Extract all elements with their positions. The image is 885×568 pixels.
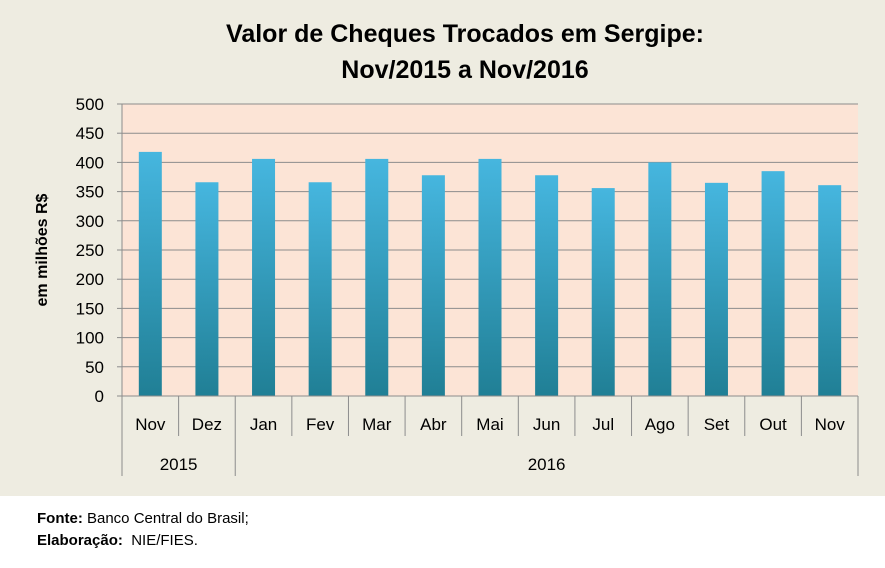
x-category-label: Jun [533, 415, 560, 434]
bar [252, 158, 276, 396]
bar [195, 182, 219, 396]
y-tick-label: 500 [76, 95, 104, 114]
source-text: Banco Central do Brasil; [82, 510, 249, 527]
x-category-label: Dez [192, 415, 222, 434]
chart-footer: Fonte: Banco Central do Brasil; Elaboraç… [37, 508, 249, 552]
bar [365, 158, 389, 396]
credit-text: NIE/FIES. [122, 532, 198, 549]
y-axis-label: em milhões R$ [34, 193, 51, 306]
credit-label: Elaboração: [37, 532, 123, 549]
source-label: Fonte: [37, 510, 83, 527]
x-year-label: 2015 [160, 455, 198, 474]
x-category-label: Out [759, 415, 787, 434]
y-tick-label: 100 [76, 329, 104, 348]
x-category-label: Mar [362, 415, 392, 434]
bar [648, 162, 672, 396]
x-category-label: Jan [250, 415, 277, 434]
bar-chart: Valor de Cheques Trocados em Sergipe: No… [34, 20, 859, 476]
credit-line: Elaboração: NIE/FIES. [37, 530, 249, 552]
bars [138, 151, 842, 396]
bar [138, 151, 162, 396]
x-category-label: Nov [815, 415, 846, 434]
bar [421, 175, 445, 396]
y-tick-label: 50 [85, 358, 104, 377]
x-category-label: Nov [135, 415, 166, 434]
bar [761, 171, 785, 396]
bar [535, 175, 559, 396]
bar [704, 182, 728, 396]
axes: 0 50 100 150 200 250 300 350 400 450 500 Nov Dez Jan F… [76, 95, 859, 476]
x-category-label: Jul [592, 415, 614, 434]
chart-frame: Valor de Cheques Trocados em Sergipe: No… [0, 0, 885, 496]
source-line: Fonte: Banco Central do Brasil; [37, 508, 249, 530]
x-category-label: Fev [306, 415, 335, 434]
y-tick-label: 350 [76, 183, 104, 202]
y-tick-label: 0 [95, 387, 104, 406]
x-category-label: Abr [420, 415, 447, 434]
y-tick-label: 200 [76, 270, 104, 289]
y-tick-label: 150 [76, 299, 104, 318]
y-tick-label: 400 [76, 153, 104, 172]
x-year-label: 2016 [528, 455, 566, 474]
x-category-label: Ago [645, 415, 675, 434]
chart-title-line-2: Nov/2015 a Nov/2016 [341, 56, 588, 84]
x-category-label: Mai [476, 415, 503, 434]
y-tick-label: 300 [76, 212, 104, 231]
x-category-label: Set [704, 415, 730, 434]
chart-title-line-1: Valor de Cheques Trocados em Sergipe: [226, 20, 704, 48]
bar [308, 182, 332, 396]
bar [478, 158, 502, 396]
y-tick-label: 450 [76, 124, 104, 143]
y-tick-label: 250 [76, 241, 104, 260]
bar [818, 185, 842, 396]
bar [591, 188, 615, 396]
